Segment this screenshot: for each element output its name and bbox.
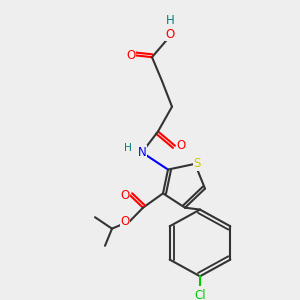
Text: O: O: [120, 214, 130, 227]
Text: O: O: [176, 139, 186, 152]
Text: H: H: [124, 143, 132, 153]
Text: S: S: [193, 158, 201, 170]
Text: O: O: [126, 49, 136, 62]
Text: H: H: [166, 14, 174, 28]
Text: O: O: [120, 189, 130, 202]
Text: O: O: [165, 28, 175, 41]
Text: Cl: Cl: [194, 289, 206, 300]
Text: N: N: [138, 146, 146, 159]
